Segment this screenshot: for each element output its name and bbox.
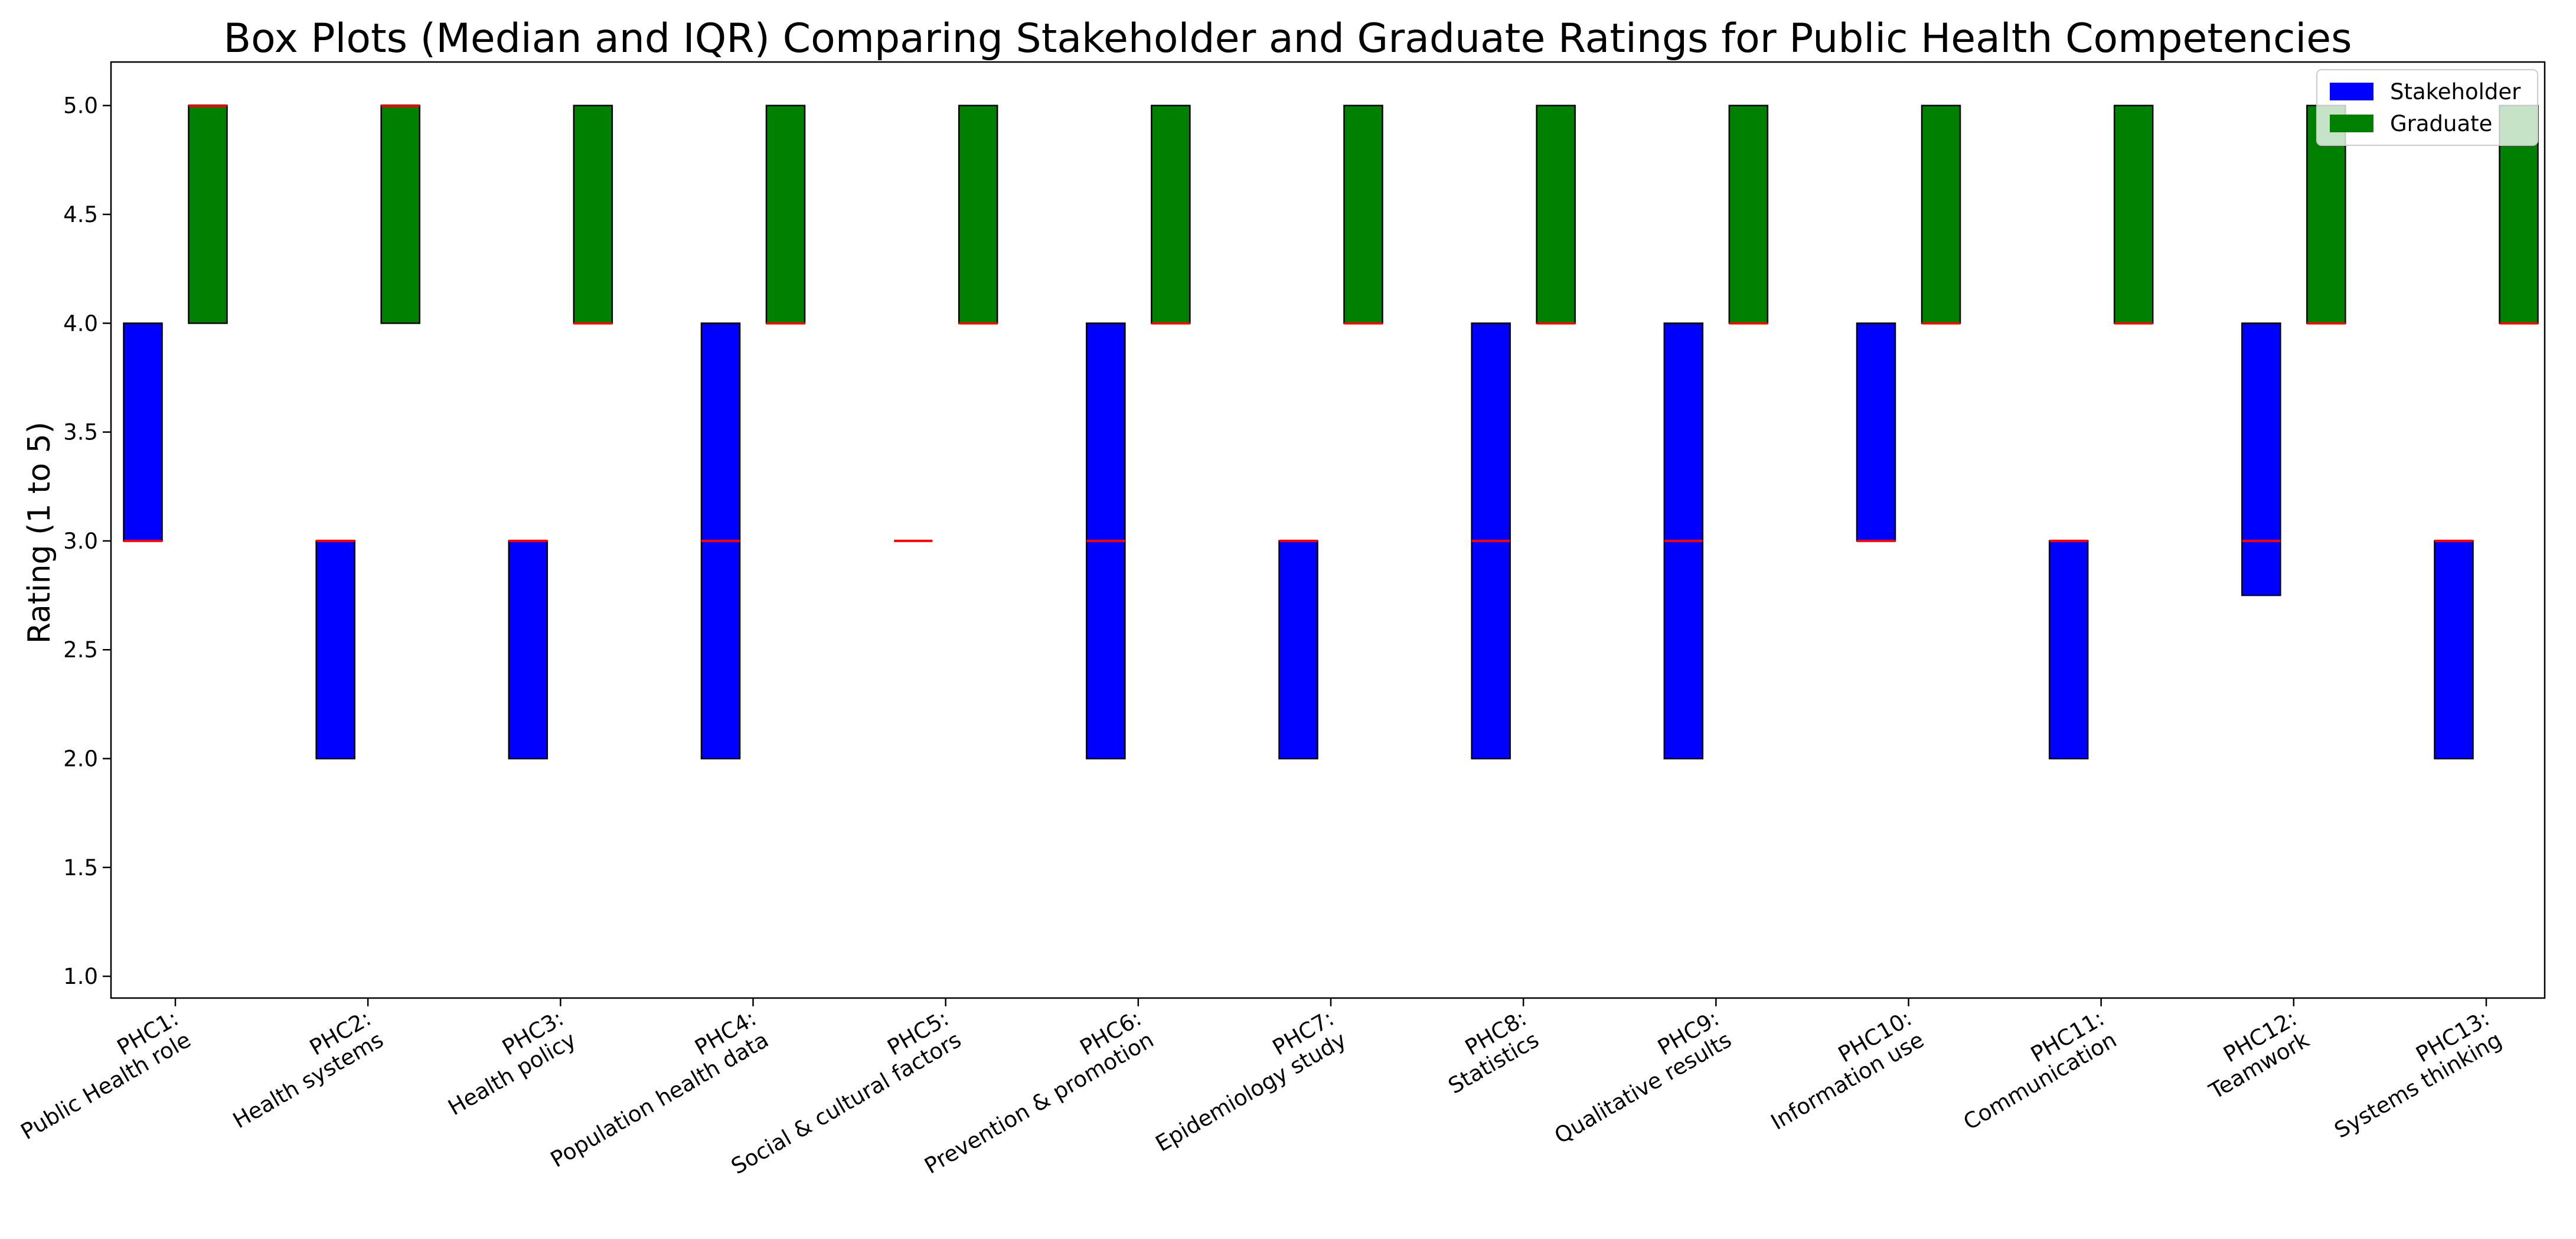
box-stakeholder-10 bbox=[1856, 322, 1896, 542]
box-graduate-7 bbox=[1343, 105, 1383, 324]
x-tick-description: Qualitative results bbox=[1550, 1027, 1735, 1149]
y-tick-label: 1.0 bbox=[63, 964, 98, 989]
box-graduate-11 bbox=[2113, 105, 2154, 324]
x-tick-label: PHC9:Qualitative results bbox=[1537, 1006, 1735, 1149]
x-tick-label: PHC2:Health systems bbox=[216, 1006, 387, 1134]
x-tick-description: Epidemiology study bbox=[1151, 1027, 1351, 1157]
box-graduate-6 bbox=[1151, 105, 1191, 324]
box-graduate-1 bbox=[188, 105, 228, 324]
box-graduate-5 bbox=[958, 105, 998, 324]
box-stakeholder-11 bbox=[2048, 540, 2089, 759]
x-tick-label: PHC8:Statistics bbox=[1432, 1006, 1543, 1099]
legend-swatch-graduate bbox=[2330, 115, 2373, 132]
x-tick-label: PHC11:Communication bbox=[1947, 1006, 2121, 1135]
box-graduate-3 bbox=[573, 105, 613, 324]
y-tick-label: 4.0 bbox=[63, 311, 98, 336]
box-stakeholder-1 bbox=[123, 322, 163, 542]
legend-label-stakeholder: Stakeholder bbox=[2390, 79, 2521, 105]
y-tick-label: 2.5 bbox=[63, 637, 98, 663]
box-stakeholder-7 bbox=[1278, 540, 1318, 759]
legend-label-graduate: Graduate bbox=[2390, 111, 2492, 136]
x-tick-label: PHC3:Health policy bbox=[432, 1006, 580, 1121]
box-stakeholder-13 bbox=[2434, 540, 2474, 759]
chart-title: Box Plots (Median and IQR) Comparing Sta… bbox=[223, 15, 2352, 62]
legend: Stakeholder Graduate bbox=[2316, 69, 2538, 146]
box-graduate-10 bbox=[1921, 105, 1961, 324]
box-stakeholder-2 bbox=[315, 540, 355, 759]
medians-group bbox=[123, 104, 2538, 542]
y-tick-label: 3.5 bbox=[63, 420, 98, 445]
y-tick-label: 4.5 bbox=[63, 202, 98, 227]
y-axis: 1.0 1.5 2.0 2.5 3.0 3.5 4.0 4.5 5.0 bbox=[63, 93, 111, 989]
y-tick-label: 3.0 bbox=[63, 529, 98, 554]
y-tick-label: 1.5 bbox=[63, 855, 98, 881]
box-stakeholder-12 bbox=[2241, 322, 2281, 596]
x-tick-label: PHC12:Teamwork bbox=[2192, 1005, 2314, 1104]
box-stakeholder-3 bbox=[508, 540, 548, 759]
boxes-group bbox=[123, 105, 2539, 759]
x-tick-label: PHC7:Epidemiology study bbox=[1139, 1006, 1351, 1157]
x-tick-label: PHC10:Information use bbox=[1754, 1006, 1928, 1135]
x-tick-description: Public Health role bbox=[17, 1027, 195, 1145]
y-tick-label: 2.0 bbox=[63, 746, 98, 772]
plot-area-frame bbox=[110, 61, 2546, 999]
x-tick-label: PHC1:Public Health role bbox=[4, 1006, 195, 1145]
legend-swatch-stakeholder bbox=[2330, 83, 2373, 100]
y-axis-label: Rating (1 to 5) bbox=[22, 422, 57, 644]
box-graduate-4 bbox=[765, 105, 806, 324]
box-graduate-8 bbox=[1536, 105, 1576, 324]
x-tick-label: PHC13:Systems thinking bbox=[2317, 1006, 2506, 1143]
x-axis: PHC1:Public Health role PHC2:Health syste… bbox=[4, 998, 2506, 1179]
box-graduate-2 bbox=[380, 105, 420, 324]
box-graduate-9 bbox=[1728, 105, 1769, 324]
y-tick-label: 5.0 bbox=[63, 93, 98, 119]
x-tick-label: PHC4:Population health data bbox=[534, 1006, 773, 1173]
